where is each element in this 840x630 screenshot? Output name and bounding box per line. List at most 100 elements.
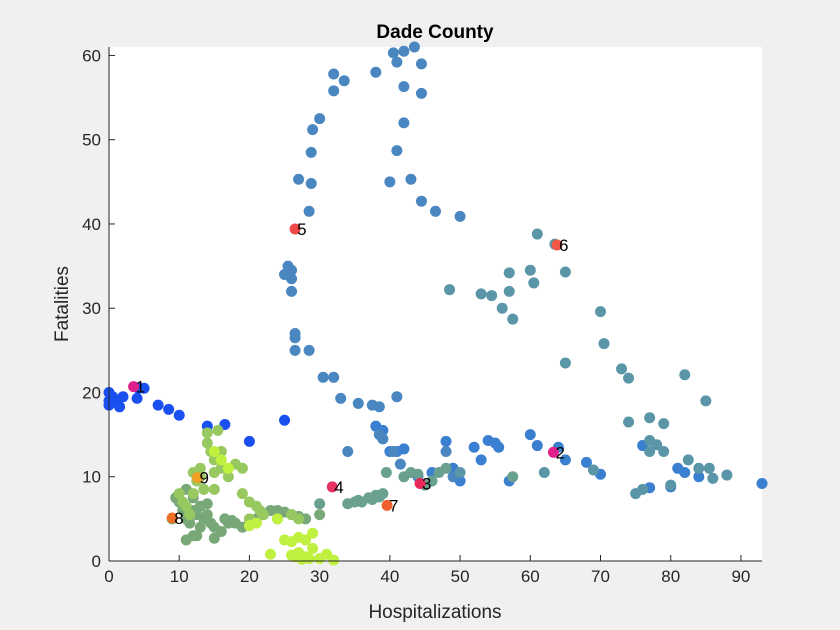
data-point: [444, 284, 456, 296]
data-point: [198, 483, 210, 495]
x-tick-label: 90: [731, 567, 750, 586]
data-point: [391, 391, 403, 403]
data-point: [528, 277, 540, 289]
data-point: [415, 58, 427, 70]
x-tick-label: 80: [661, 567, 680, 586]
x-tick-label: 30: [310, 567, 329, 586]
data-point: [756, 477, 768, 489]
data-point: [486, 290, 498, 302]
data-point: [307, 527, 319, 539]
data-point: [391, 56, 403, 68]
y-tick-label: 50: [82, 131, 101, 150]
data-point: [114, 401, 126, 413]
data-point: [682, 454, 694, 466]
x-tick-label: 40: [380, 567, 399, 586]
data-point: [531, 440, 543, 452]
data-point: [587, 464, 599, 476]
data-point: [173, 409, 185, 421]
data-point: [707, 472, 719, 484]
data-point: [679, 467, 691, 479]
data-point: [328, 85, 340, 97]
data-point: [387, 445, 399, 457]
data-point: [314, 509, 326, 521]
data-point: [215, 526, 227, 538]
data-point: [475, 288, 487, 300]
data-point: [531, 228, 543, 240]
data-point: [317, 371, 329, 383]
annotated-point: [191, 472, 203, 484]
y-tick-label: 10: [82, 468, 101, 487]
data-point: [493, 441, 505, 453]
data-point: [440, 445, 452, 457]
point-annotation-label: 6: [559, 236, 568, 255]
data-point: [415, 195, 427, 207]
data-point: [665, 479, 677, 491]
data-point: [496, 302, 508, 314]
data-point: [598, 338, 610, 350]
data-point: [644, 445, 656, 457]
data-point: [286, 285, 298, 297]
annotated-point: [166, 512, 178, 524]
data-point: [384, 176, 396, 188]
data-point: [377, 488, 389, 500]
data-point: [293, 513, 305, 525]
data-point: [208, 483, 220, 495]
data-point: [658, 418, 670, 430]
data-point: [637, 483, 649, 495]
data-point: [426, 475, 438, 487]
y-tick-label: 0: [92, 552, 101, 571]
data-point: [314, 498, 326, 510]
data-point: [408, 41, 420, 53]
data-point: [658, 445, 670, 457]
data-point: [503, 267, 515, 279]
data-point: [370, 66, 382, 78]
data-point: [412, 468, 424, 480]
data-point: [293, 173, 305, 185]
data-point: [405, 173, 417, 185]
data-point: [559, 454, 571, 466]
data-point: [651, 439, 663, 451]
annotated-point: [547, 446, 559, 458]
x-tick-label: 70: [591, 567, 610, 586]
point-annotation-label: 4: [334, 478, 343, 497]
data-point: [394, 458, 406, 470]
data-point: [454, 210, 466, 222]
point-annotation-label: 8: [174, 509, 183, 528]
data-point: [391, 145, 403, 157]
annotated-point: [128, 381, 140, 393]
annotated-point: [551, 239, 563, 251]
data-point: [338, 75, 350, 87]
data-point: [117, 391, 129, 403]
data-point: [468, 441, 480, 453]
data-point: [303, 344, 315, 356]
data-point: [559, 266, 571, 278]
y-axis-label: Fatalities: [52, 266, 73, 342]
data-point: [398, 443, 410, 455]
data-point: [212, 424, 224, 436]
y-tick-label: 60: [82, 46, 101, 65]
data-point: [236, 488, 248, 500]
data-point: [352, 397, 364, 409]
data-point: [328, 554, 340, 566]
data-point: [307, 542, 319, 554]
y-axis-ticks: 0 10 20 30 40 50 60: [82, 46, 115, 571]
data-point: [398, 45, 410, 57]
data-point: [693, 462, 705, 474]
data-point: [289, 344, 301, 356]
annotated-point: [289, 223, 301, 235]
data-point: [138, 382, 150, 394]
y-tick-label: 30: [82, 299, 101, 318]
data-point: [644, 412, 656, 424]
data-point: [289, 327, 301, 339]
annotated-point: [326, 481, 338, 493]
data-point: [215, 454, 227, 466]
data-point: [623, 416, 635, 428]
data-point: [454, 467, 466, 479]
data-point: [335, 392, 347, 404]
data-point: [286, 273, 298, 285]
data-point: [194, 521, 206, 533]
data-point: [163, 403, 175, 415]
data-point: [679, 369, 691, 381]
data-point: [440, 435, 452, 447]
data-point: [152, 399, 164, 411]
